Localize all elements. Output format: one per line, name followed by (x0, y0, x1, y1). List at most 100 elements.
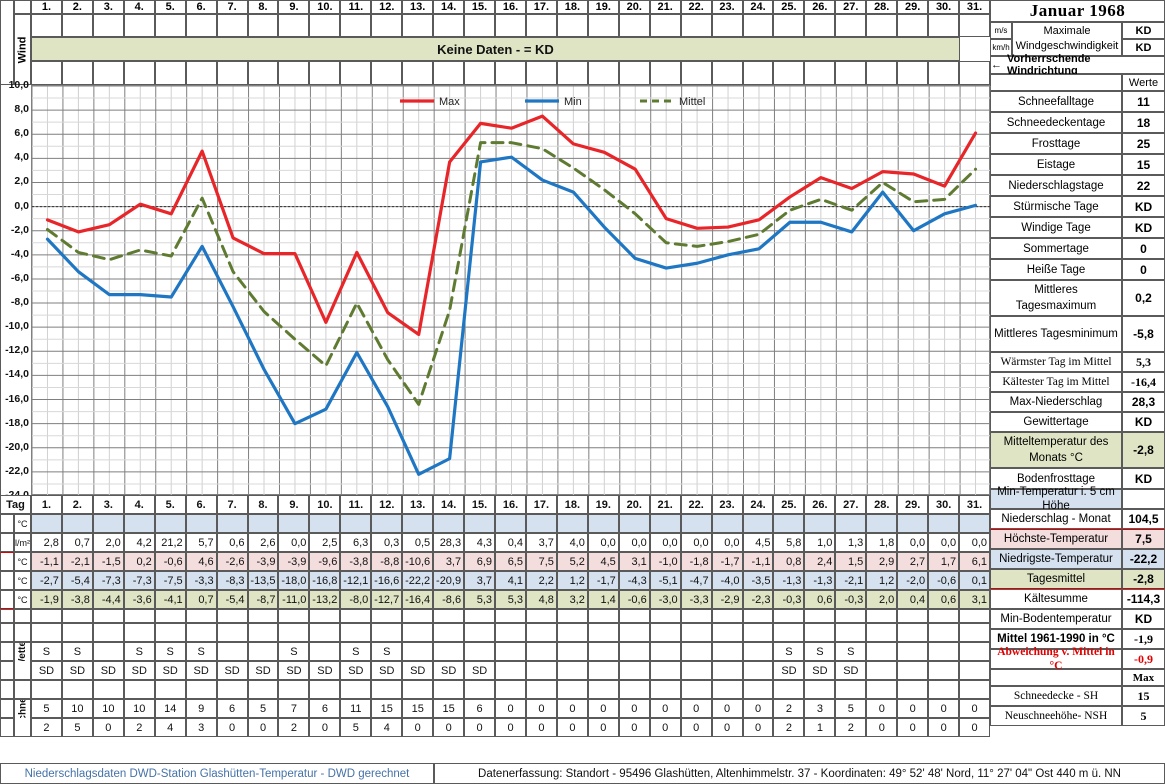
wind-speed-cell (154, 14, 186, 37)
min-temperatur-cell: 0,1 (959, 571, 991, 590)
bodentemperatur-cell (495, 514, 526, 533)
wetter-s-cell (680, 642, 712, 661)
bodentemperatur-cell (154, 514, 186, 533)
wind-direction-cell (928, 61, 960, 85)
blank-cell (897, 623, 929, 642)
day-header-cell: 9. (278, 0, 310, 14)
tagesmittel-cell: -5,4 (216, 590, 248, 609)
svg-text:Mittel: Mittel (679, 96, 705, 108)
niederschlag-cell: 2,8 (30, 533, 62, 552)
wind-speed-cell (402, 14, 434, 37)
statistic-row: Kältester Tag im Mittel -16,4 (990, 372, 1165, 392)
wind-speed-cell (680, 14, 712, 37)
tagesmittel-cell: 5,3 (495, 590, 526, 609)
bodentemperatur-cell (525, 514, 557, 533)
wetter-sd-cell: SD (773, 661, 805, 680)
wind-speed-cell (92, 14, 124, 37)
niederschlag-cell: 0,5 (402, 533, 434, 552)
schneedecke-cell: 6 (216, 699, 248, 718)
niederschlag-cell: 0,0 (928, 533, 960, 552)
statistic-row: Schneefalltage 11 (990, 91, 1165, 112)
y-axis-tick-label: -18,0 (5, 416, 29, 429)
table-day-header-cell: 25. (773, 495, 805, 514)
min-temperatur-cell: -2,7 (30, 571, 62, 590)
statistic-value: Max (1122, 669, 1165, 686)
wetter-s-cell: S (30, 642, 62, 661)
statistic-label: Eistage (990, 154, 1122, 175)
max-temperatur-cell: 6,1 (959, 552, 991, 571)
wind-direction-row (31, 61, 990, 85)
statistic-value: 22 (1122, 175, 1165, 196)
wetter-sd-cell (556, 661, 588, 680)
table-day-header-cell: 5. (154, 495, 186, 514)
blank-cell (711, 680, 743, 699)
niederschlag-cell: 0,4 (495, 533, 526, 552)
schneedecke-cell: 15 (371, 699, 403, 718)
wetter-sd-cell: SD (61, 661, 93, 680)
blank-cell (30, 609, 62, 623)
bodentemperatur-cell (371, 514, 403, 533)
niederschlag-cell: 0,0 (587, 533, 619, 552)
wetter-sd-cell: SD (433, 661, 465, 680)
wind-speed-cell (742, 14, 774, 37)
row-unit-cell (14, 661, 31, 680)
min-temperatur-cell: -7,5 (154, 571, 186, 590)
statistic-row: Eistage 15 (990, 154, 1165, 175)
wind-direction-cell (556, 61, 588, 85)
niederschlag-cell: 3,7 (525, 533, 557, 552)
row-spacer-cell (0, 718, 14, 737)
neuschnee-cell: 0 (464, 718, 496, 737)
tagesmittel-cell: 2,0 (866, 590, 898, 609)
schneedecke-cell: 6 (464, 699, 496, 718)
wind-speed-cell (928, 14, 960, 37)
tagesmittel-cell: -4,4 (92, 590, 124, 609)
blank-cell (525, 680, 557, 699)
niederschlag-cell: 4,2 (123, 533, 155, 552)
max-temperatur-cell: -1,0 (649, 552, 681, 571)
wind-speed-cell (649, 14, 681, 37)
wind-speed-cell (711, 14, 743, 37)
wetter-sd-cell (742, 661, 774, 680)
statistic-row: Sommertage 0 (990, 238, 1165, 259)
statistic-row: Max-Niederschlag 28,3 (990, 392, 1165, 412)
wind-speed-cell (309, 14, 341, 37)
neuschnee-cell: 0 (587, 718, 619, 737)
row-spacer-cell (0, 552, 14, 571)
y-axis-tick-label: 8,0 (14, 103, 29, 116)
statistic-value: -2,8 (1122, 569, 1165, 589)
statistic-value: 0 (1122, 238, 1165, 259)
statistic-label: Höchste-Temperatur (990, 529, 1122, 549)
statistic-label: Mittleres Tagesmaximum (990, 280, 1122, 316)
min-temperatur-cell: -2,0 (897, 571, 929, 590)
statistic-value: 0 (1122, 259, 1165, 280)
wind-direction-cell (680, 61, 712, 85)
blank-cell (897, 680, 929, 699)
wetter-sd-cell (618, 661, 650, 680)
table-day-header-cell: 10. (309, 495, 341, 514)
min-temperatur-cell: -1,7 (587, 571, 619, 590)
statistic-row: Max (990, 669, 1165, 686)
chart-canvas: Max Min Mittel (32, 86, 991, 496)
wetter-s-cell: S (61, 642, 93, 661)
tagesmittel-cell: -3,3 (680, 590, 712, 609)
row-schneedecke: Schnee 5 10 10 10 14 9 6 5 7 6 11 15 15 15 6 0 0 0 0 0 0 0 0 0 2 3… (0, 699, 991, 718)
wind-speed-cell (247, 14, 279, 37)
day-header-cell: 25. (773, 0, 805, 14)
max-temperatur-cell: 4,6 (185, 552, 217, 571)
werte-column-header: Werte (1122, 74, 1165, 91)
max-temperatur-cell: -10,6 (402, 552, 434, 571)
day-header-cell: 11. (340, 0, 372, 14)
statistic-value: 18 (1122, 112, 1165, 133)
statistic-label: Kältester Tag im Mittel (990, 372, 1122, 392)
day-header-cell: 19. (587, 0, 619, 14)
blank-cell (804, 623, 836, 642)
row-spacer-cell (0, 590, 14, 609)
tagesmittel-cell: -8,0 (340, 590, 372, 609)
y-axis-tick-label: -4,0 (10, 247, 29, 260)
statistic-value: 28,3 (1122, 392, 1165, 412)
neuschnee-cell: 0 (711, 718, 743, 737)
y-axis-tick-label: 10,0 (8, 79, 29, 91)
tagesmittel-cell: -11,0 (278, 590, 310, 609)
blank-cell (92, 623, 124, 642)
blank-cell (649, 680, 681, 699)
